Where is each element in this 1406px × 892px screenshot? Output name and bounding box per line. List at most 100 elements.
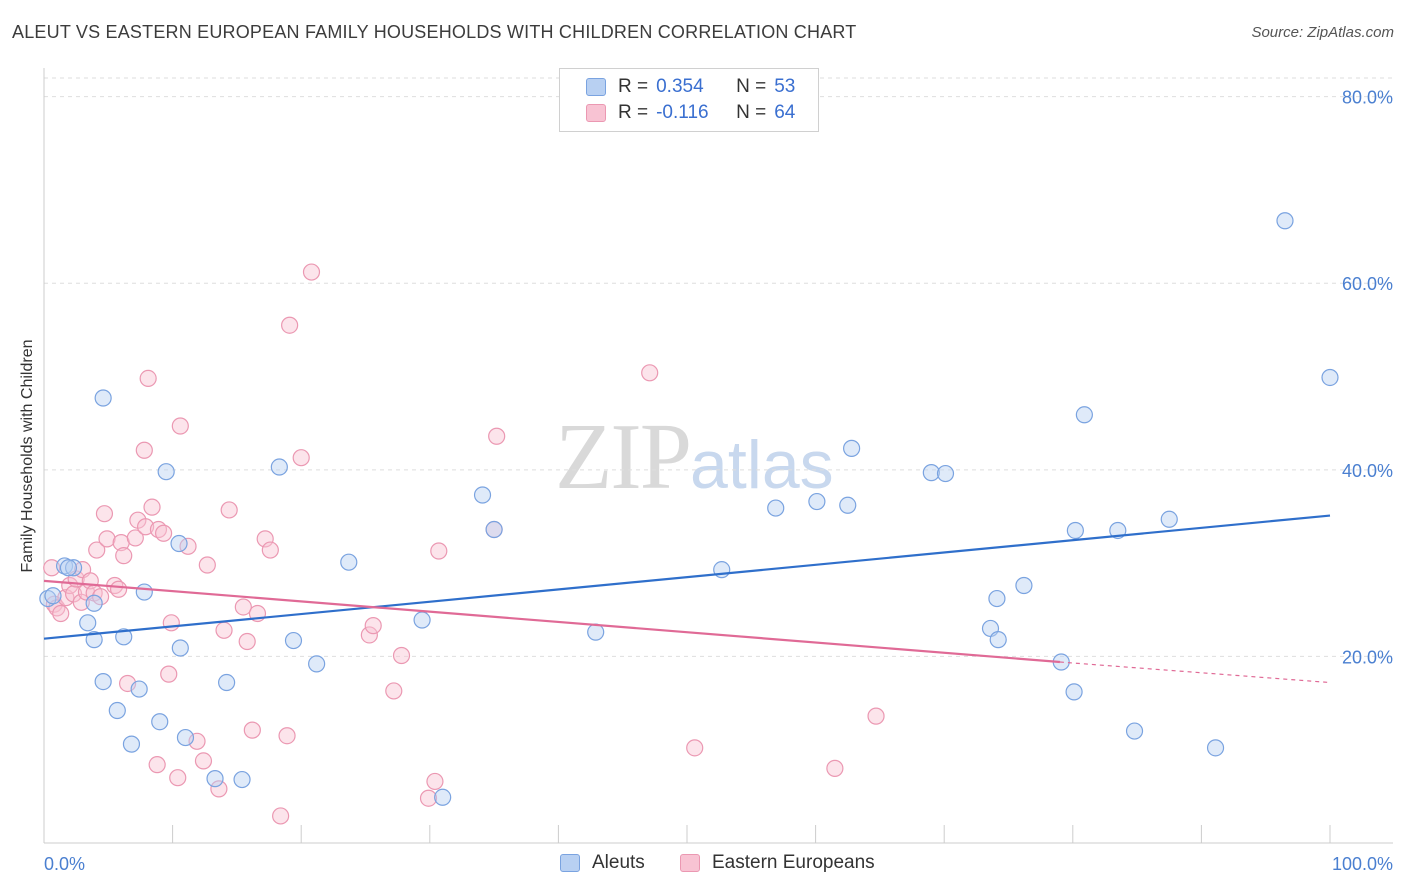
chart-title: ALEUT VS EASTERN EUROPEAN FAMILY HOUSEHO… (12, 22, 857, 42)
eastern-europeans-n-value: 64 (774, 102, 796, 123)
eastern-europeans-point (135, 441, 153, 459)
aleuts-point (989, 631, 1007, 649)
aleuts-point (1066, 521, 1084, 540)
aleuts-point (85, 594, 103, 612)
aleuts-point (308, 655, 326, 673)
eastern-europeans-point (261, 541, 279, 559)
aleuts-point (64, 559, 83, 577)
aleuts-legend-label: Aleuts (592, 852, 645, 873)
aleuts-point (1015, 576, 1033, 595)
aleuts-point (44, 587, 62, 605)
aleuts-point (1321, 368, 1339, 387)
aleuts-point (936, 464, 955, 483)
legend-row-eastern-europeans: R = -0.116 N = 64 (586, 101, 795, 125)
eastern-europeans-point (220, 501, 238, 519)
aleuts-point (434, 788, 452, 806)
eastern-europeans-point (160, 665, 178, 683)
aleuts-point (485, 520, 503, 539)
aleuts-point (340, 553, 358, 571)
aleuts-point (79, 614, 97, 632)
aleuts-point (130, 680, 148, 698)
r-label: R = (618, 102, 649, 123)
eastern-europeans-point (867, 707, 885, 725)
aleuts-point (135, 583, 153, 601)
eastern-europeans-point (243, 721, 261, 739)
eastern-europeans-point (171, 417, 189, 435)
aleuts-point (988, 589, 1006, 608)
aleuts-point (233, 770, 251, 789)
eastern-europeans-point (278, 727, 296, 745)
eastern-europeans-point (488, 427, 506, 445)
aleuts-r-value: 0.354 (656, 76, 704, 97)
y-tick-label: 80.0% (1342, 88, 1393, 108)
aleuts-point (270, 458, 288, 476)
r-label: R = (618, 76, 649, 97)
aleuts-n-value: 53 (774, 76, 796, 97)
aleuts-point (284, 631, 303, 650)
eastern-europeans-point (215, 621, 233, 639)
y-tick-label: 60.0% (1342, 274, 1393, 294)
aleuts-point (94, 673, 112, 691)
aleuts-point (85, 631, 103, 649)
eastern-europeans-r-value: -0.116 (656, 102, 709, 123)
n-label: N = (736, 76, 767, 97)
eastern-europeans-point (292, 449, 310, 467)
aleuts-point (151, 713, 169, 731)
eastern-europeans-point (272, 807, 290, 825)
eastern-europeans-point (281, 316, 299, 334)
eastern-europeans-point (302, 263, 321, 281)
eastern-europeans-point (148, 756, 166, 774)
y-tick-label: 20.0% (1342, 647, 1393, 667)
eastern-europeans-point (126, 529, 144, 547)
y-tick-label: 40.0% (1342, 461, 1393, 481)
watermark-atlas: atlas (690, 427, 834, 503)
aleuts-point (157, 463, 175, 481)
eastern-europeans-point (364, 617, 382, 635)
legend-row-aleuts: R = 0.354 N = 53 (586, 75, 795, 99)
eastern-europeans-point (136, 518, 155, 536)
eastern-europeans-point (91, 588, 110, 606)
eastern-europeans-point (392, 646, 411, 665)
aleuts-point (839, 496, 857, 514)
eastern-europeans-point (385, 682, 403, 700)
watermark: ZIPatlas (555, 402, 834, 511)
eastern-europeans-point (238, 632, 256, 651)
eastern-europeans-point (419, 789, 438, 807)
aleuts-point (122, 735, 141, 753)
aleuts-swatch (586, 78, 606, 96)
eastern-europeans-point (43, 559, 61, 577)
eastern-europeans-point (426, 772, 444, 791)
eastern-europeans-point (360, 626, 378, 644)
eastern-europeans-trend-extension (1059, 661, 1331, 684)
eastern-europeans-point (143, 498, 161, 516)
eastern-europeans-legend-swatch (680, 854, 700, 872)
stats-legend: R = 0.354 N = 53 R = -0.116 N = 64 (559, 68, 819, 132)
aleuts-point (1125, 722, 1144, 740)
aleuts-point (108, 701, 126, 720)
aleuts-trend-line (43, 514, 1331, 640)
aleuts-point (59, 559, 78, 577)
aleuts-point (808, 492, 826, 511)
eastern-europeans-legend-label: Eastern Europeans (712, 852, 875, 873)
aleuts-point (39, 589, 57, 608)
eastern-europeans-point (641, 364, 659, 382)
aleuts-point (473, 486, 492, 504)
eastern-europeans-trend-line (43, 579, 1061, 664)
eastern-europeans-point (198, 556, 216, 574)
aleuts-point (115, 628, 133, 646)
aleuts-point (843, 439, 861, 457)
bottom-legend-eastern-europeans: Eastern Europeans (680, 852, 875, 874)
aleuts-point (1276, 212, 1294, 230)
aleuts-point (922, 464, 940, 482)
aleuts-point (413, 611, 431, 629)
aleuts-point (206, 770, 224, 788)
eastern-europeans-point (95, 505, 114, 523)
aleuts-point (587, 623, 605, 641)
aleuts-point (1206, 739, 1225, 757)
aleuts-legend-swatch (560, 854, 580, 872)
eastern-europeans-point (115, 547, 133, 565)
eastern-europeans-point (72, 593, 90, 611)
aleuts-point (94, 389, 112, 407)
bottom-legend-aleuts: Aleuts (560, 852, 645, 874)
